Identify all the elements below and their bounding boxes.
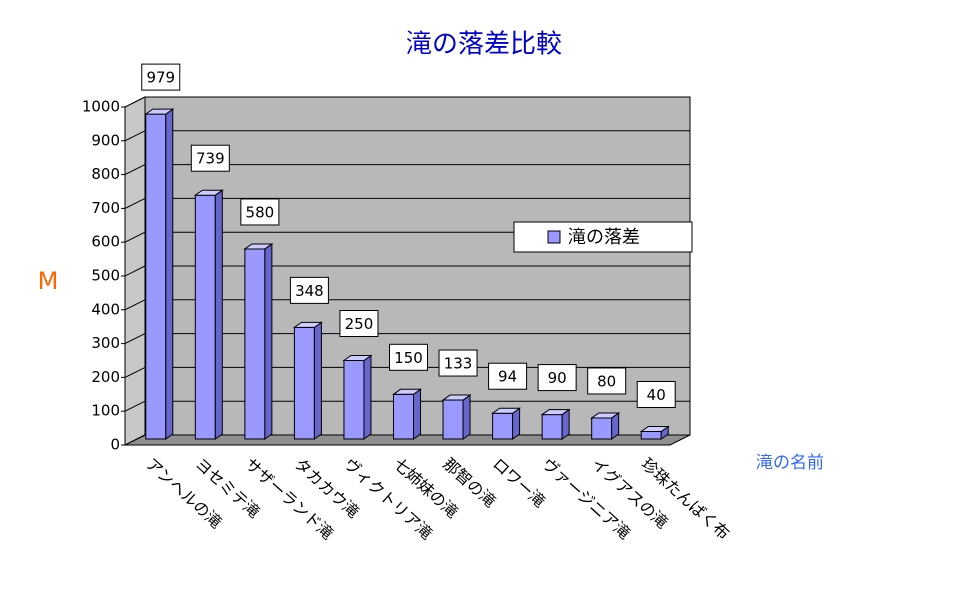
bar-top (639, 425, 670, 432)
legend-box (513, 221, 693, 253)
grid-line (124, 434, 146, 446)
value-label-box (339, 310, 379, 337)
x-tick-label: ヴィクトリア滝 (340, 454, 436, 543)
bar-side (363, 354, 372, 440)
value-label-box (141, 63, 181, 91)
y-tick-label: 1000 (82, 98, 120, 116)
value-label-box (636, 380, 676, 408)
bar (243, 242, 274, 440)
grid-line (124, 96, 146, 108)
bar-front (194, 194, 216, 440)
bar-side (214, 189, 223, 440)
value-label-box (438, 349, 478, 377)
bar (540, 408, 571, 440)
bar-top (491, 407, 522, 414)
bar-side (313, 321, 322, 440)
bar-side (413, 388, 421, 440)
grid-line (124, 164, 146, 176)
value-label: 979 (146, 69, 175, 87)
grid-line (124, 231, 146, 243)
bar-front (393, 393, 414, 440)
y-tick-label: 600 (91, 233, 120, 251)
bar (193, 189, 224, 440)
value-label-box (190, 144, 230, 172)
value-label-box (537, 364, 577, 392)
bar-front (293, 326, 315, 440)
x-tick-label: ヴァージニア滝 (538, 454, 634, 543)
value-label: 80 (597, 372, 616, 390)
x-axis-label: 滝の名前 (756, 453, 824, 473)
x-tick-label: ロワー滝 (489, 454, 549, 511)
bar-top (391, 388, 423, 395)
y-tick-label: 300 (91, 334, 120, 352)
value-label-box (587, 367, 627, 395)
bar (441, 394, 472, 440)
y-tick-label: 400 (91, 300, 120, 318)
grid-line (124, 333, 146, 345)
bar-top (144, 108, 175, 115)
bar-top (540, 409, 571, 416)
value-label: 580 (246, 203, 275, 221)
bar (342, 354, 373, 440)
bar-front (145, 113, 167, 440)
bar-front (492, 412, 514, 440)
value-label: 40 (647, 386, 666, 404)
x-tick-label: サザーランド滝 (241, 454, 337, 543)
grid-line (124, 400, 146, 412)
bar-front (442, 399, 464, 440)
bar-top (342, 355, 373, 361)
bar-top (590, 412, 621, 419)
bar-front (541, 414, 563, 440)
value-label-box (289, 276, 329, 304)
bar (391, 388, 423, 440)
bar-side (264, 242, 273, 440)
value-label-box (389, 343, 428, 371)
grid-line (124, 265, 146, 277)
y-axis-label: M (38, 267, 59, 295)
grid-line (124, 130, 146, 142)
bar-side (165, 108, 174, 440)
grid-line (124, 299, 146, 311)
y-tick-label: 800 (91, 165, 120, 183)
bar (292, 321, 323, 440)
x-tick-label: 珍珠たんばく布 (638, 454, 734, 543)
bar (491, 407, 522, 440)
y-tick-label: 900 (91, 131, 120, 149)
grid-line (124, 197, 146, 209)
bar-front (244, 248, 266, 440)
value-label: 150 (394, 349, 423, 367)
bar-top (243, 243, 274, 250)
legend-label: 滝の落差 (568, 227, 640, 248)
bar-side (462, 394, 471, 440)
bar-front (591, 417, 613, 440)
bar-top (441, 394, 472, 401)
chart-title: 滝の落差比較 (406, 30, 562, 60)
y-tick-label: 200 (91, 368, 120, 386)
bar (590, 411, 621, 440)
value-label: 94 (498, 368, 517, 386)
bar-front (343, 360, 365, 440)
value-label: 739 (196, 150, 225, 168)
y-tick-label: 700 (91, 199, 120, 217)
bar-front (640, 430, 662, 440)
value-label: 133 (444, 355, 473, 373)
value-label: 90 (548, 369, 567, 387)
bar-top (193, 189, 224, 196)
bar (639, 425, 670, 440)
y-tick-label: 500 (91, 267, 120, 285)
bar (144, 108, 175, 440)
value-label-box (488, 362, 528, 390)
bar-top (292, 321, 323, 328)
value-label-box (240, 198, 280, 226)
value-label: 348 (295, 282, 324, 300)
legend-swatch (547, 230, 561, 244)
y-tick-label: 100 (91, 402, 120, 420)
grid-line (124, 366, 146, 378)
y-tick-label: 0 (110, 436, 120, 454)
value-label: 250 (345, 315, 374, 333)
